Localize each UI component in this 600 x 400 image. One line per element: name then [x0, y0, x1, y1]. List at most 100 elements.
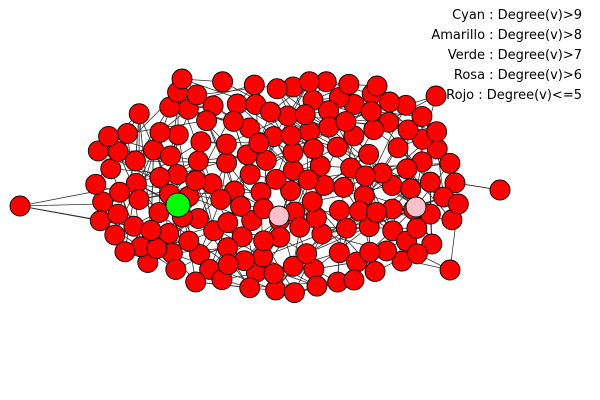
- graph-node-pink: [268, 205, 290, 227]
- graph-node: [289, 216, 311, 238]
- graph-node: [239, 163, 261, 185]
- graph-node: [447, 193, 469, 215]
- graph-node: [210, 188, 232, 210]
- graph-node: [171, 68, 193, 90]
- graph-node: [439, 152, 461, 174]
- graph-node: [283, 282, 305, 304]
- graph-node: [239, 277, 261, 299]
- graph-node: [167, 124, 189, 146]
- graph-node: [266, 78, 288, 100]
- graph-node: [149, 166, 171, 188]
- graph-node: [280, 125, 302, 147]
- graph-node: [107, 141, 129, 163]
- graph-node: [140, 220, 162, 241]
- graph-node: [98, 125, 120, 147]
- graph-node: [253, 230, 275, 252]
- graph-node: [212, 71, 234, 93]
- graph-node: [387, 137, 409, 159]
- graph-node: [489, 179, 511, 201]
- graph-node: [419, 171, 441, 193]
- graph-node: [230, 195, 252, 217]
- graph-node: [426, 121, 448, 143]
- graph-node: [160, 145, 181, 167]
- graph-node: [360, 101, 382, 122]
- graph-node: [185, 271, 207, 293]
- graph-node: [243, 74, 265, 96]
- graph-node: [411, 105, 433, 127]
- graph-node: [421, 233, 443, 255]
- graph-node: [217, 212, 239, 234]
- graph-node: [358, 143, 380, 165]
- graph-node: [187, 150, 209, 172]
- graph-edge: [306, 226, 370, 255]
- graph-node: [306, 275, 328, 297]
- graph-node: [89, 210, 111, 232]
- graph-node: [297, 169, 319, 191]
- graph-node: [166, 164, 188, 185]
- graph-node: [190, 131, 212, 153]
- graph-node: [294, 104, 316, 126]
- graph-node: [343, 269, 365, 291]
- graph-node: [125, 150, 146, 172]
- graph-node: [282, 255, 304, 277]
- graph-node: [216, 152, 238, 174]
- graph-node: [231, 226, 253, 248]
- graph-node: [365, 201, 387, 223]
- graph-node: [85, 173, 107, 195]
- graph-node: [215, 133, 237, 155]
- graph-edge: [312, 185, 393, 202]
- graph-node: [335, 111, 357, 132]
- graph-node: [364, 261, 386, 282]
- graph-node: [400, 178, 422, 200]
- graph-node: [223, 110, 244, 132]
- graph-node: [406, 217, 428, 239]
- graph-node: [217, 254, 239, 275]
- graph-node: [116, 123, 138, 144]
- graph-node: [303, 138, 324, 160]
- legend-cyan: Cyan : Degree(v)>9: [452, 8, 582, 23]
- graph-node: [280, 180, 302, 202]
- graph-node: [359, 241, 381, 263]
- graph-node: [366, 75, 388, 97]
- graph-node: [296, 243, 318, 265]
- graph-node: [186, 84, 208, 106]
- graph-node-pink: [405, 196, 427, 218]
- graph-node: [301, 191, 323, 212]
- graph-node: [326, 136, 348, 158]
- graph-node: [107, 203, 129, 225]
- legend-rosa: Rosa : Degree(v)>6: [453, 68, 582, 83]
- graph-node: [185, 170, 207, 192]
- graph-node: [146, 237, 168, 259]
- graph-node: [439, 259, 461, 281]
- graph-node: [335, 217, 357, 239]
- graph-node: [298, 71, 320, 93]
- graph-node: [226, 93, 248, 115]
- graph-node: [396, 158, 418, 180]
- graph-node: [128, 189, 150, 210]
- graph-edge: [406, 168, 453, 221]
- graph-node: [165, 258, 187, 280]
- graph-node: [397, 119, 419, 141]
- graph-node: [196, 110, 218, 132]
- graph-node: [379, 91, 401, 113]
- graph-node: [109, 181, 131, 203]
- graph-node: [363, 119, 385, 141]
- legend-verde: Verde : Degree(v)>7: [447, 48, 582, 63]
- graph-node: [260, 101, 281, 123]
- graph-node: [128, 103, 150, 125]
- graph-edge: [135, 160, 227, 164]
- graph-node: [248, 132, 270, 154]
- graph-node: [444, 172, 466, 194]
- graph-edge: [158, 160, 199, 213]
- legend-rojo: Rojo : Degree(v)<=5: [446, 88, 582, 103]
- graph-node: [333, 176, 355, 198]
- graph-node: [149, 121, 171, 143]
- graph-node: [104, 224, 126, 246]
- graph-edge: [19, 203, 101, 207]
- graph-node: [328, 242, 350, 264]
- graph-nodes: [9, 68, 511, 304]
- graph-node: [265, 168, 287, 190]
- graph-node: [338, 73, 360, 95]
- graph-node: [114, 241, 136, 263]
